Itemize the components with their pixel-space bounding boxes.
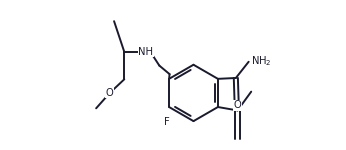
Text: NH: NH	[138, 47, 153, 57]
Text: F: F	[164, 117, 170, 127]
Text: O: O	[106, 88, 114, 98]
Text: O: O	[234, 100, 242, 110]
Text: NH$_2$: NH$_2$	[251, 54, 272, 68]
